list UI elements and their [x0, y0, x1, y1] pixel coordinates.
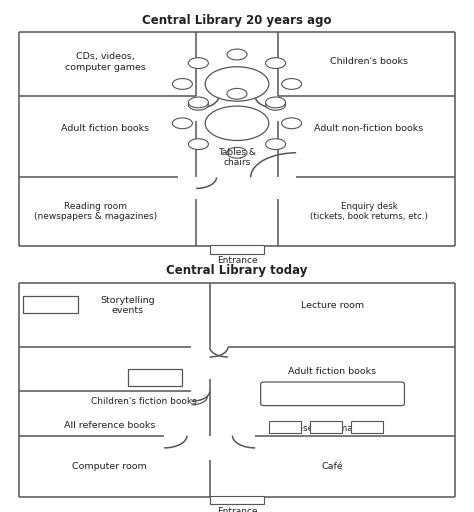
Circle shape: [173, 118, 192, 129]
Text: Reading room
(newspapers & magazines): Reading room (newspapers & magazines): [35, 202, 157, 222]
Circle shape: [205, 67, 269, 101]
Bar: [210, 245, 264, 253]
Text: Computer room: Computer room: [72, 462, 147, 471]
Circle shape: [227, 147, 247, 158]
Circle shape: [173, 78, 192, 90]
Text: Adult fiction books: Adult fiction books: [289, 367, 377, 376]
Text: Storytelling
events: Storytelling events: [100, 295, 155, 315]
Text: Information desk: Information desk: [294, 389, 371, 398]
Bar: [23, 295, 78, 313]
Circle shape: [188, 58, 209, 69]
Circle shape: [188, 139, 209, 150]
Bar: [310, 421, 342, 433]
Circle shape: [265, 99, 286, 110]
Circle shape: [227, 49, 247, 60]
Circle shape: [227, 89, 247, 99]
Circle shape: [265, 97, 286, 108]
Circle shape: [188, 99, 209, 110]
FancyBboxPatch shape: [261, 382, 404, 406]
Text: Central Library today: Central Library today: [166, 265, 308, 278]
Bar: [210, 496, 264, 504]
Text: Sofa: Sofa: [41, 300, 60, 309]
Circle shape: [265, 139, 286, 150]
Text: Adult fiction books: Adult fiction books: [61, 124, 149, 133]
Bar: [128, 369, 182, 387]
Circle shape: [282, 118, 301, 129]
Text: Children's books: Children's books: [330, 57, 408, 67]
Circle shape: [227, 108, 247, 119]
Text: Children's fiction books: Children's fiction books: [91, 397, 197, 406]
Circle shape: [282, 78, 301, 90]
Text: Sofa: Sofa: [146, 373, 164, 382]
Bar: [269, 421, 301, 433]
Text: Central Library 20 years ago: Central Library 20 years ago: [142, 14, 332, 27]
Circle shape: [188, 97, 209, 108]
Text: Adult non-fiction books: Adult non-fiction books: [314, 124, 424, 133]
Circle shape: [265, 58, 286, 69]
Text: Tables &
chairs: Tables & chairs: [218, 148, 256, 167]
Bar: [351, 421, 383, 433]
Text: All reference books: All reference books: [64, 421, 155, 430]
Text: Lecture room: Lecture room: [301, 301, 364, 310]
Text: CDs, videos,
computer games: CDs, videos, computer games: [64, 52, 146, 72]
Text: Entrance: Entrance: [217, 257, 257, 265]
Text: Self-service machines: Self-service machines: [283, 424, 382, 433]
Circle shape: [205, 106, 269, 140]
Text: Café: Café: [322, 462, 344, 471]
Text: Enquiry desk
(tickets, book returns, etc.): Enquiry desk (tickets, book returns, etc…: [310, 202, 428, 222]
Text: Entrance: Entrance: [217, 507, 257, 512]
